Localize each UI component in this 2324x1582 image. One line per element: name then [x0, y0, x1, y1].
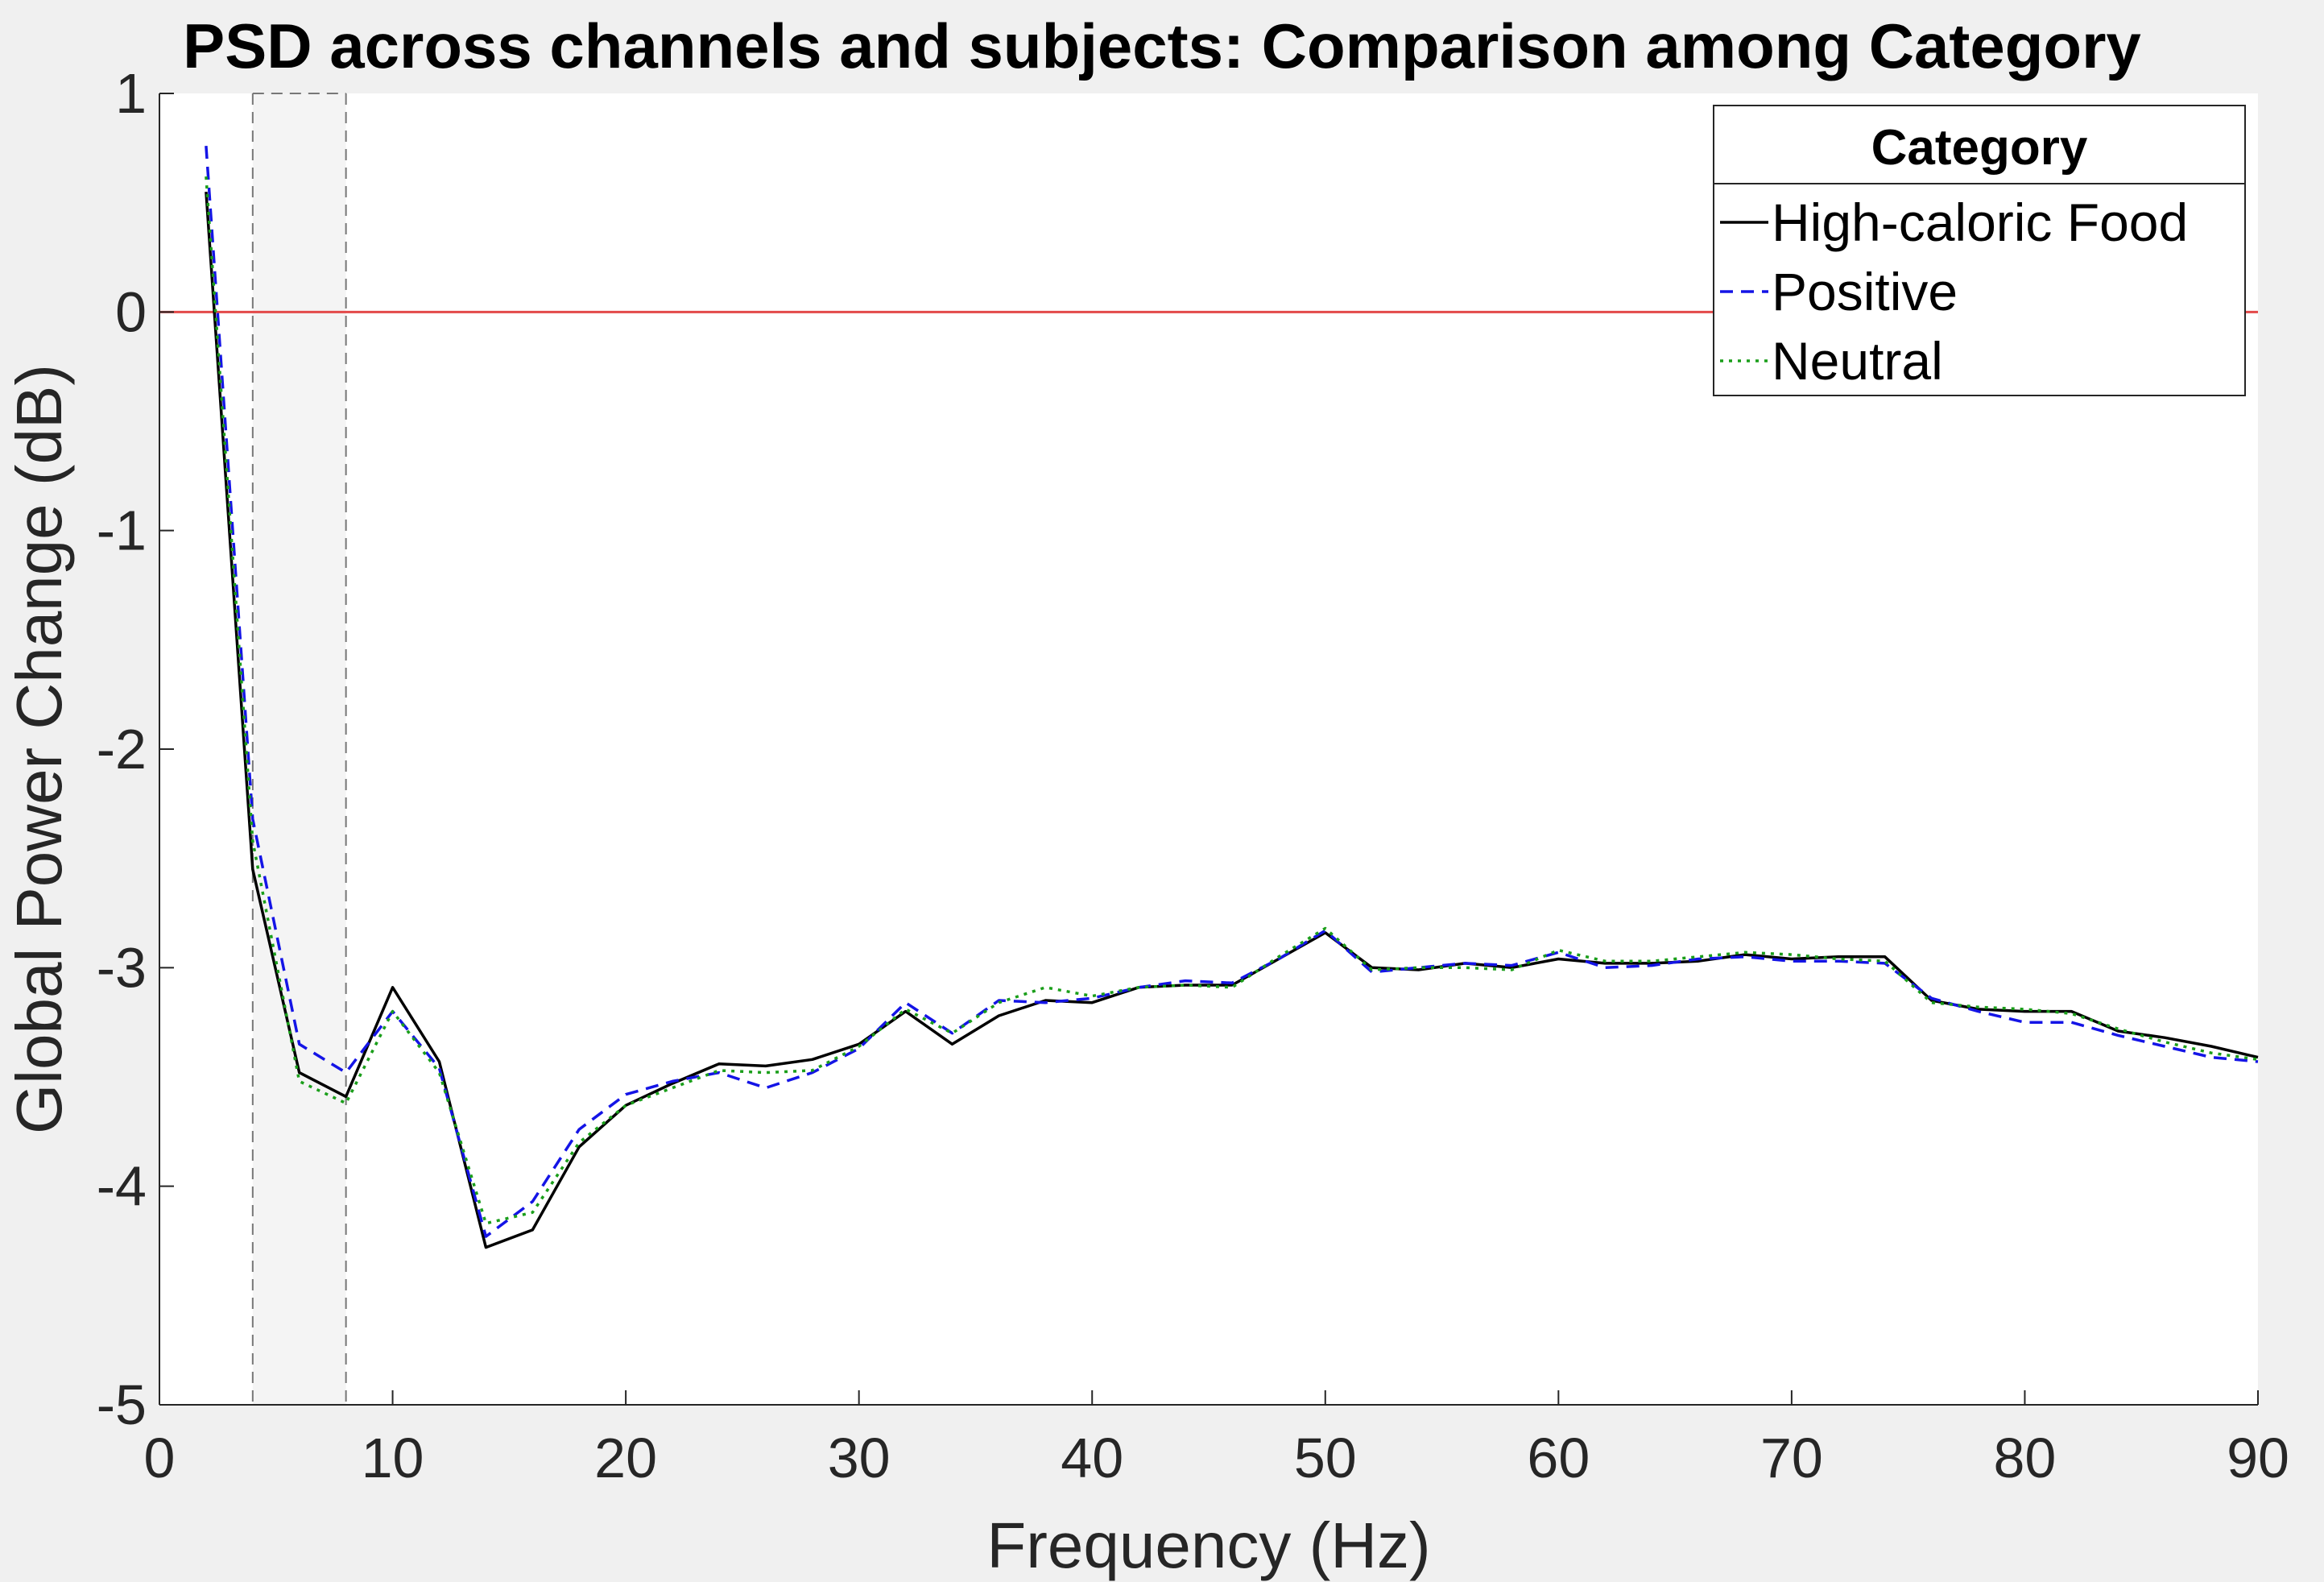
y-tick-label: -5: [97, 1373, 147, 1436]
legend-entry-label: Positive: [1772, 262, 1958, 321]
y-tick-label: 1: [115, 62, 147, 125]
y-ticks-group: -5 -4 -3 -2 -1 0 1: [97, 62, 174, 1436]
y-tick-label: 0: [115, 280, 147, 343]
y-tick-label: -1: [97, 499, 147, 562]
legend-entry-label: Neutral: [1772, 331, 1943, 391]
series-group: [205, 145, 2259, 1249]
series-line-2: [205, 176, 2259, 1225]
x-tick-label: 90: [2227, 1427, 2289, 1489]
x-tick-label: 30: [828, 1427, 891, 1489]
x-tick-label: 50: [1294, 1427, 1357, 1489]
x-tick-label: 70: [1760, 1427, 1823, 1489]
legend-entries: High-caloric Food Positive Neutral: [1720, 193, 2188, 391]
x-tick-label: 80: [1994, 1427, 2057, 1489]
x-axis-label: Frequency (Hz): [986, 1510, 1430, 1581]
x-tick-label: 0: [144, 1427, 176, 1489]
chart-title: PSD across channels and subjects: Compar…: [183, 10, 2141, 81]
y-tick-label: -2: [97, 718, 147, 781]
x-tick-label: 10: [362, 1427, 424, 1489]
legend-box: [1713, 105, 2246, 396]
shaded-band-group: [251, 93, 347, 1405]
x-tick-label: 60: [1527, 1427, 1590, 1489]
legend: Category High-caloric Food Positive Neutra…: [1713, 105, 2246, 396]
x-tick-label: 40: [1061, 1427, 1123, 1489]
legend-entry-label: High-caloric Food: [1772, 193, 2188, 252]
y-tick-label: -4: [97, 1155, 147, 1218]
y-tick-label: -3: [97, 936, 147, 999]
series-line-1: [205, 145, 2259, 1238]
x-ticks-group: 0 10 20 30 40 50 60 70 80 90: [144, 1390, 2289, 1489]
legend-title: Category: [1871, 120, 2088, 176]
shaded-band: [252, 93, 346, 1405]
x-tick-label: 20: [594, 1427, 657, 1489]
y-axis-label: Global Power Change (dB): [3, 364, 75, 1134]
